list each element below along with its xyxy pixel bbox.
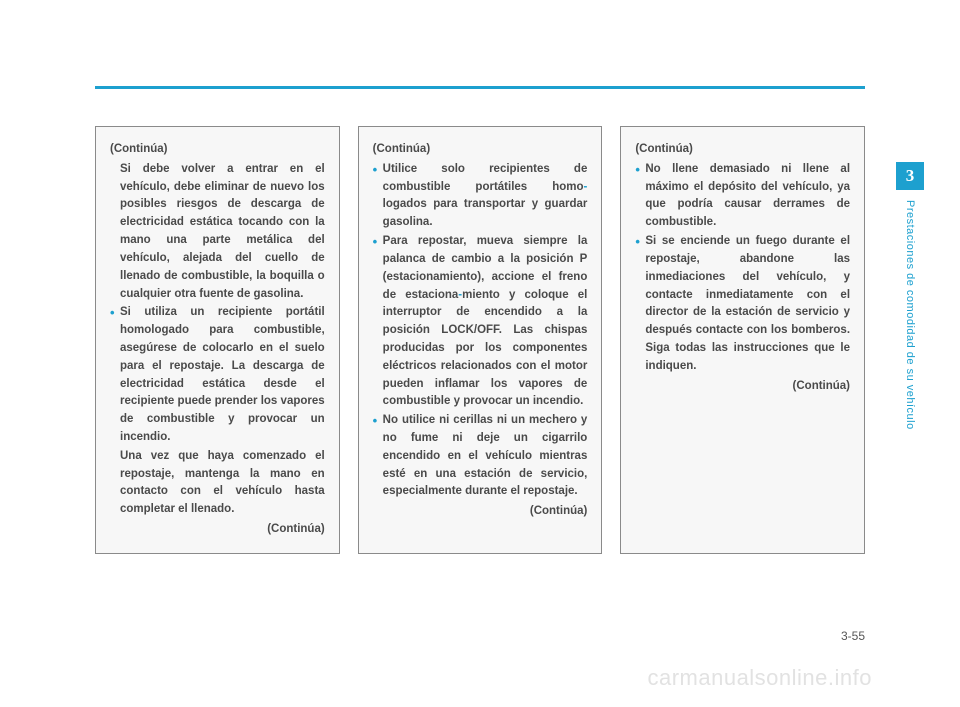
- bullet-item: Para repostar, mueva siempre la palanca …: [373, 233, 588, 411]
- paragraph: Si debe volver a entrar en el vehículo, …: [110, 161, 325, 304]
- manual-page: (Continúa) Si debe volver a entrar en el…: [0, 0, 960, 707]
- bullet-list: No llene demasiado ni llene al máximo el…: [635, 161, 850, 376]
- bullet-item: Utilice solo recipientes de combustible …: [373, 161, 588, 232]
- chapter-side-label: Prestaciones de comodidad de su vehículo: [896, 200, 924, 580]
- bullet-list: Utilice solo recipientes de combustible …: [373, 161, 588, 501]
- chapter-tab: 3: [896, 162, 924, 190]
- paragraph: Una vez que haya comenzado el repostaje,…: [110, 448, 325, 519]
- continues-top: (Continúa): [373, 141, 588, 159]
- bullet-item: Si utiliza un recipiente portátil homolo…: [110, 304, 325, 447]
- continues-bottom: (Continúa): [635, 378, 850, 396]
- text-pre: Utilice solo recipientes de combustible …: [383, 163, 588, 193]
- header-rule: [95, 86, 865, 89]
- chapter-title: Prestaciones de comodidad de su vehículo: [904, 200, 916, 430]
- bullet-list: Si utiliza un recipiente portátil homolo…: [110, 304, 325, 447]
- bullet-item: No llene demasiado ni llene al máximo el…: [635, 161, 850, 232]
- text-post: logados para transportar y guardar gasol…: [383, 198, 588, 228]
- warning-box-2: (Continúa) Utilice solo recipientes de c…: [358, 126, 603, 554]
- hyphen-break: -: [584, 181, 588, 193]
- text-post: miento y coloque el interruptor de encen…: [383, 289, 588, 408]
- watermark: carmanualsonline.info: [647, 665, 872, 691]
- content-columns: (Continúa) Si debe volver a entrar en el…: [95, 126, 865, 554]
- bullet-item: Si se enciende un fuego durante el repos…: [635, 233, 850, 376]
- continues-bottom: (Continúa): [110, 521, 325, 539]
- warning-box-3: (Continúa) No llene demasiado ni llene a…: [620, 126, 865, 554]
- continues-top: (Continúa): [635, 141, 850, 159]
- continues-top: (Continúa): [110, 141, 325, 159]
- page-number: 3-55: [841, 629, 865, 643]
- bullet-item: No utilice ni cerillas ni un mechero y n…: [373, 412, 588, 501]
- continues-bottom: (Continúa): [373, 503, 588, 521]
- warning-box-1: (Continúa) Si debe volver a entrar en el…: [95, 126, 340, 554]
